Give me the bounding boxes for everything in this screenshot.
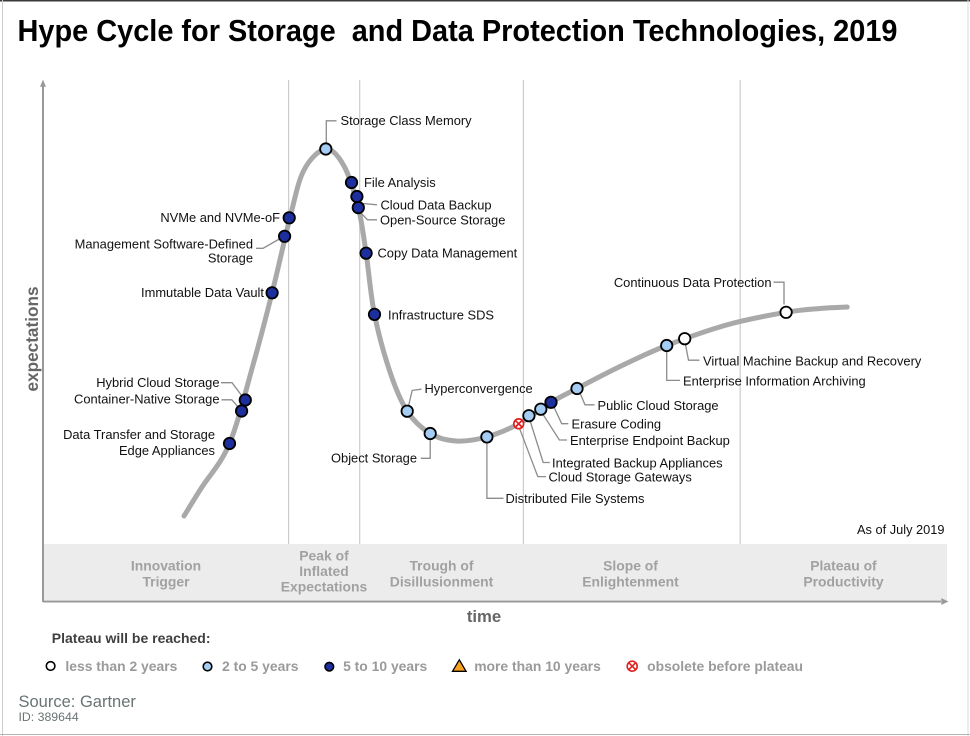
svg-text:Infrastructure SDS: Infrastructure SDS [388, 308, 494, 323]
svg-text:obsolete before plateau: obsolete before plateau [647, 658, 803, 674]
svg-text:Management Software-Defined: Management Software-Defined [75, 237, 253, 252]
svg-text:Source: Gartner: Source: Gartner [19, 693, 137, 711]
svg-text:Slope of: Slope of [603, 558, 658, 574]
svg-text:expectations: expectations [22, 286, 42, 391]
svg-text:Continuous Data Protection: Continuous Data Protection [614, 275, 772, 290]
svg-text:Inflated: Inflated [299, 563, 348, 579]
svg-text:Peak of: Peak of [299, 548, 349, 564]
svg-text:Integrated Backup Appliances: Integrated Backup Appliances [552, 456, 723, 471]
svg-text:As of July 2019: As of July 2019 [857, 522, 945, 537]
svg-text:Hyperconvergence: Hyperconvergence [425, 381, 533, 396]
svg-text:Storage Class Memory: Storage Class Memory [341, 113, 473, 128]
svg-text:2 to 5 years: 2 to 5 years [222, 658, 299, 674]
svg-text:Enlightenment: Enlightenment [582, 574, 679, 590]
svg-text:Immutable Data Vault: Immutable Data Vault [141, 285, 264, 300]
svg-text:Public Cloud Storage: Public Cloud Storage [598, 398, 719, 413]
svg-text:less than 2 years: less than 2 years [65, 658, 177, 674]
svg-text:Enterprise Endpoint Backup: Enterprise Endpoint Backup [570, 433, 730, 448]
svg-text:time: time [467, 607, 501, 626]
svg-text:Hybrid Cloud Storage: Hybrid Cloud Storage [96, 375, 219, 390]
svg-text:Virtual Machine Backup and Rec: Virtual Machine Backup and Recovery [703, 353, 922, 368]
svg-text:Data Transfer and Storage: Data Transfer and Storage [63, 427, 215, 442]
svg-text:Container-Native Storage: Container-Native Storage [74, 392, 219, 407]
svg-text:more than 10 years: more than 10 years [474, 658, 601, 674]
svg-text:Innovation: Innovation [131, 558, 201, 574]
svg-text:Distributed File Systems: Distributed File Systems [506, 491, 645, 506]
svg-text:Storage: Storage [208, 251, 253, 266]
svg-text:Object Storage: Object Storage [331, 451, 417, 466]
svg-text:Edge Appliances: Edge Appliances [119, 443, 215, 458]
svg-text:Enterprise Information Archivi: Enterprise Information Archiving [683, 374, 866, 389]
svg-text:Cloud Data Backup: Cloud Data Backup [381, 198, 492, 213]
svg-text:NVMe and NVMe-oF: NVMe and NVMe-oF [160, 210, 280, 225]
svg-text:Trough of: Trough of [409, 558, 473, 574]
svg-text:Copy Data Management: Copy Data Management [378, 246, 518, 261]
svg-text:Plateau of: Plateau of [810, 558, 877, 574]
svg-text:Plateau will be reached:: Plateau will be reached: [52, 630, 211, 646]
svg-text:Expectations: Expectations [281, 579, 368, 595]
svg-text:Open-Source Storage: Open-Source Storage [380, 213, 505, 228]
svg-text:5 to 10 years: 5 to 10 years [343, 658, 427, 674]
svg-text:Cloud Storage Gateways: Cloud Storage Gateways [549, 470, 692, 485]
svg-text:Hype Cycle for Storage and Da: Hype Cycle for Storage and Data Protecti… [18, 14, 898, 48]
svg-text:ID: 389644: ID: 389644 [19, 710, 79, 724]
svg-text:File Analysis: File Analysis [364, 175, 436, 190]
svg-text:Erasure Coding: Erasure Coding [572, 417, 662, 432]
svg-text:Trigger: Trigger [142, 574, 190, 590]
svg-text:Disillusionment: Disillusionment [390, 574, 494, 590]
svg-text:Productivity: Productivity [803, 574, 884, 590]
